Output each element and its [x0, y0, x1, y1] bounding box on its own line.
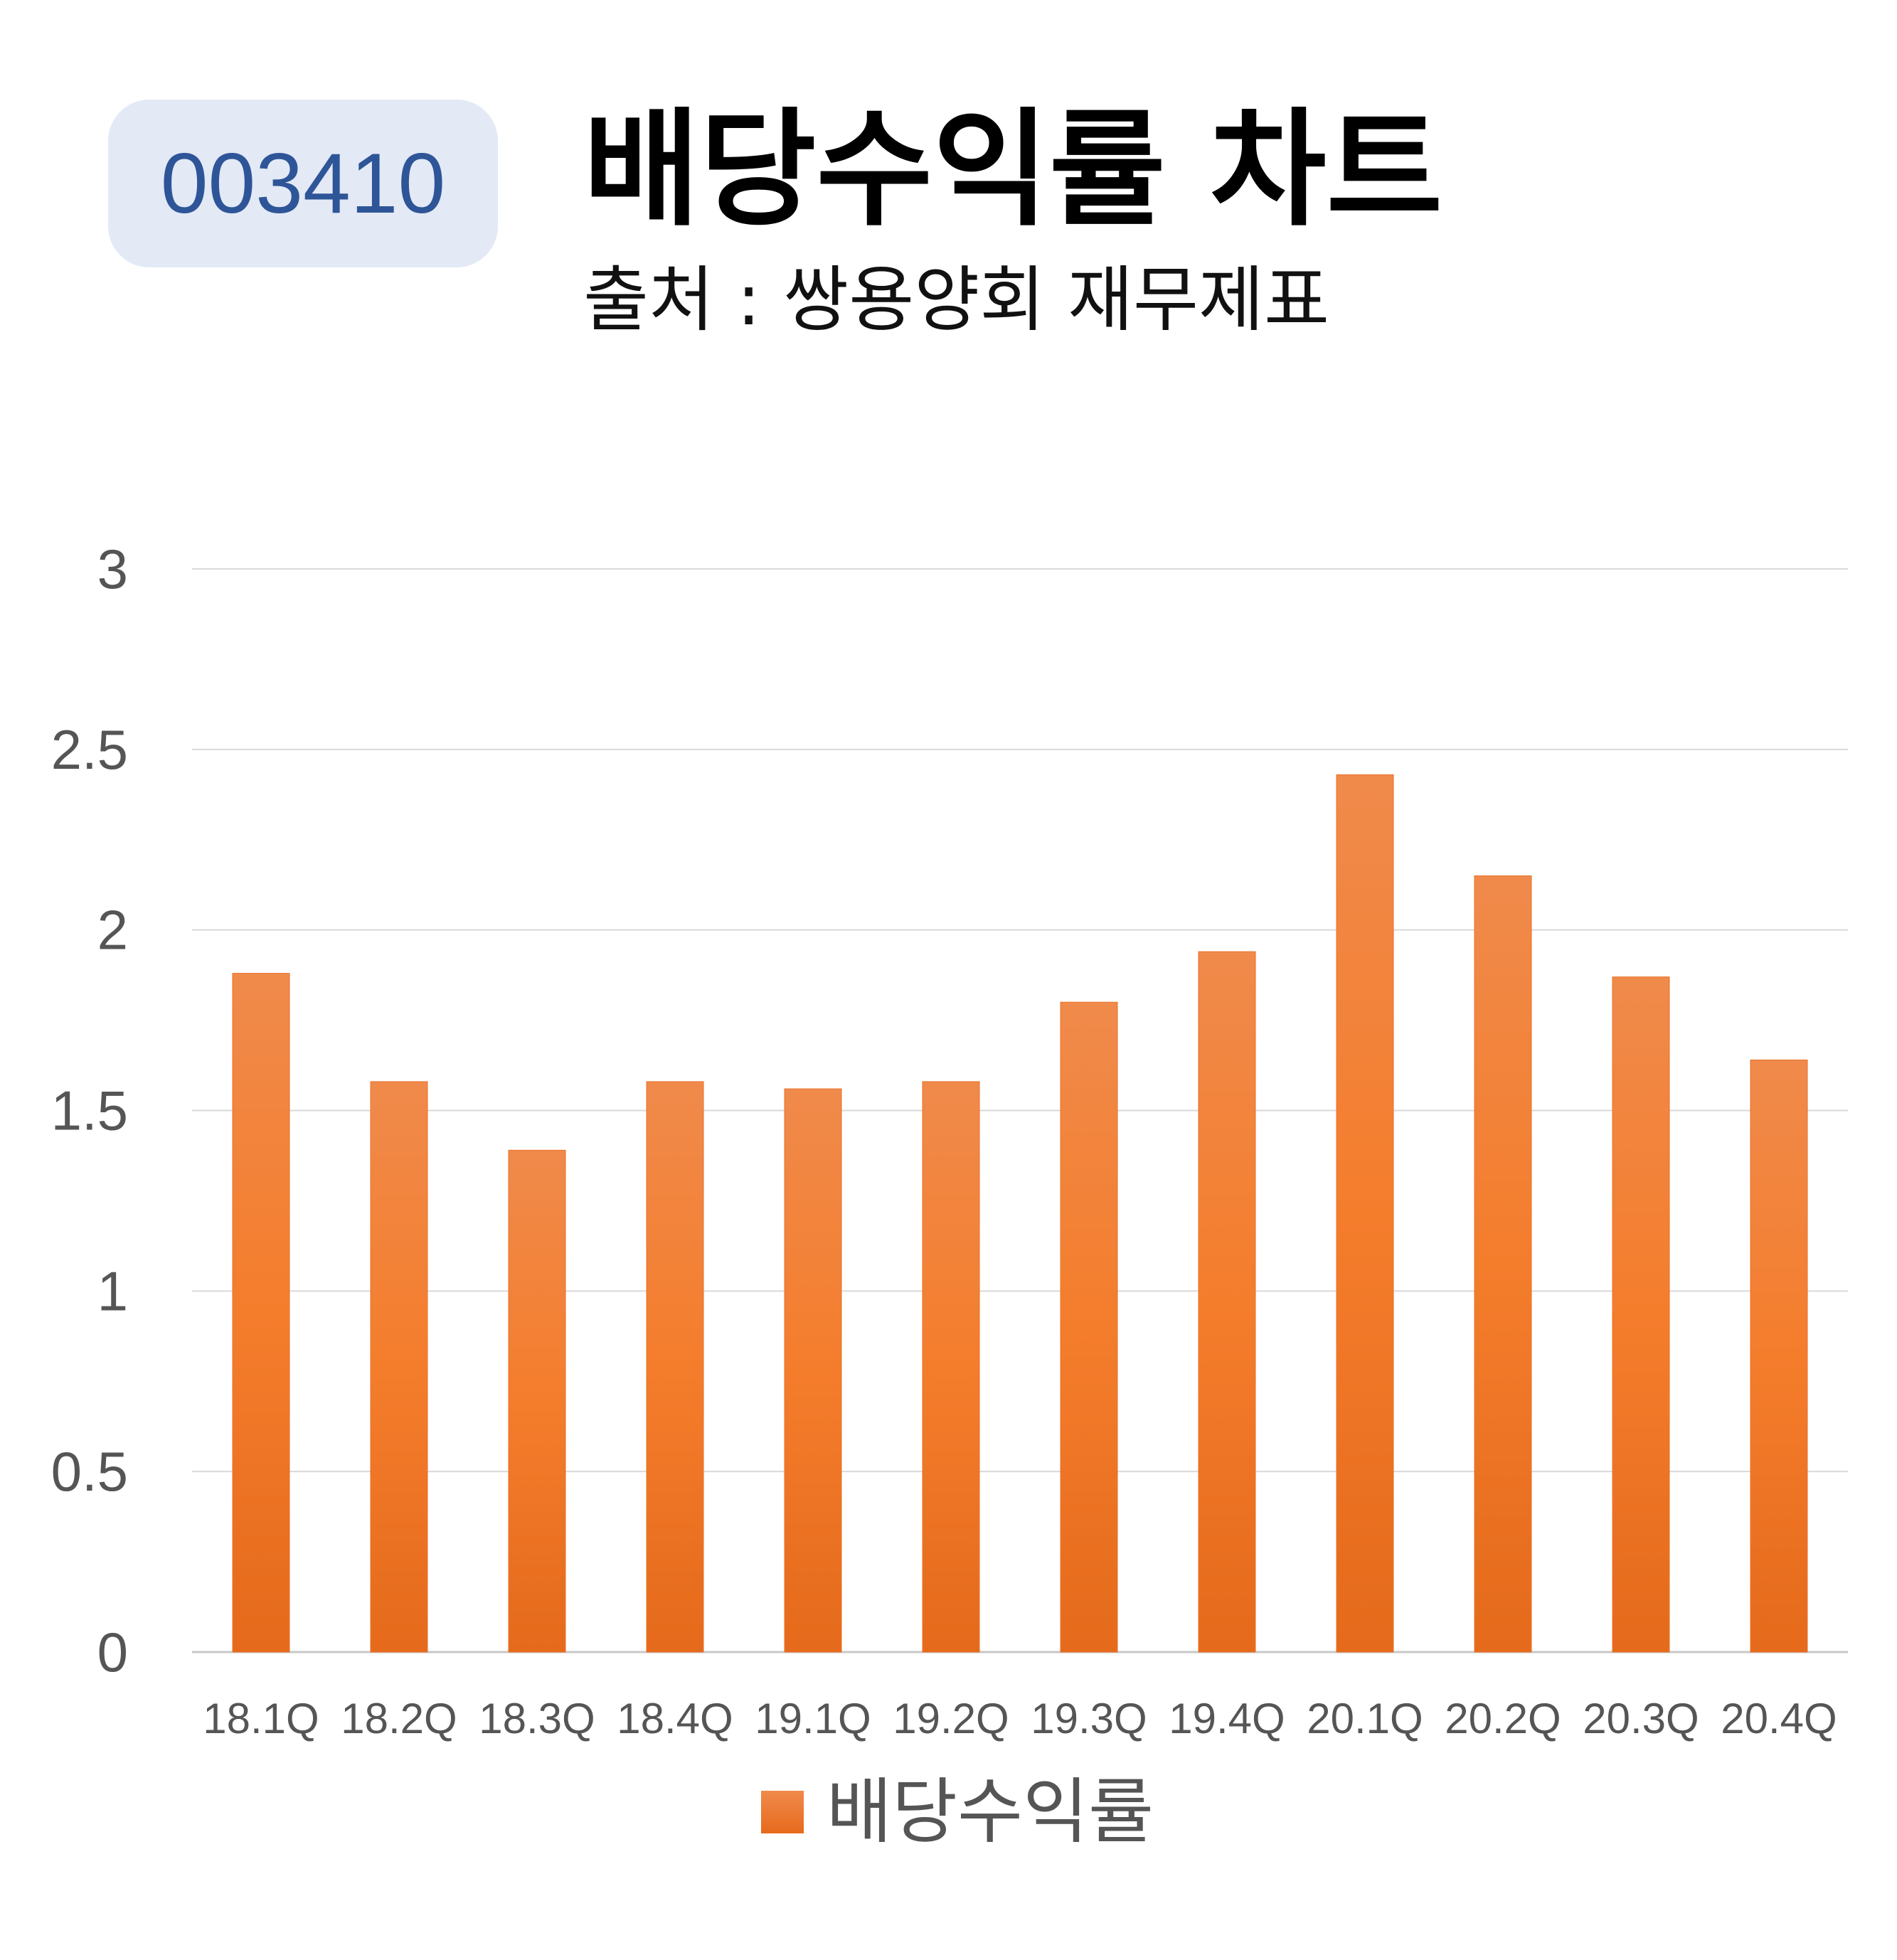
bar-19.3Q	[1060, 1001, 1118, 1653]
bar-19.4Q	[1198, 951, 1256, 1653]
x-axis: 18.1Q 18.2Q 18.3Q 18.4Q 19.1Q 19.2Q 19.3Q 19.4Q…	[203, 1695, 1837, 1742]
y-tick-label: 2	[97, 899, 128, 962]
bar-20.1Q	[1336, 774, 1394, 1653]
y-tick-label: 0.5	[51, 1440, 128, 1503]
bar-20.3Q	[1612, 976, 1670, 1653]
x-tick-label: 20.2Q	[1445, 1695, 1561, 1742]
bar-20.4Q	[1750, 1059, 1808, 1653]
x-tick-label: 19.3Q	[1031, 1695, 1147, 1742]
x-tick-label: 20.1Q	[1307, 1695, 1423, 1742]
legend-swatch	[761, 1791, 804, 1833]
y-axis: 0 0.5 1 1.5 2 2.5 3	[51, 538, 128, 1683]
chart-title: 배당수익률 차트	[583, 96, 1443, 243]
bar-19.1Q	[784, 1088, 842, 1653]
x-tick-label: 19.1Q	[755, 1695, 871, 1742]
y-tick-label: 0	[97, 1621, 128, 1683]
y-tick-label: 1.5	[51, 1080, 128, 1142]
bar-18.4Q	[646, 1081, 704, 1653]
x-tick-label: 18.2Q	[341, 1695, 457, 1742]
bar-18.3Q	[508, 1149, 566, 1653]
stock-code: 003410	[160, 136, 446, 231]
x-tick-label: 20.4Q	[1721, 1695, 1837, 1742]
stock-code-badge: 003410	[108, 100, 498, 267]
legend-label: 배당수익률	[827, 1770, 1154, 1853]
bars	[232, 774, 1808, 1653]
x-tick-label: 20.3Q	[1583, 1695, 1699, 1742]
bar-19.2Q	[922, 1081, 980, 1653]
bar-18.2Q	[370, 1081, 428, 1653]
x-tick-label: 18.4Q	[617, 1695, 733, 1742]
legend: 배당수익률	[761, 1777, 1154, 1848]
gridlines	[192, 568, 1848, 1653]
x-tick-label: 18.1Q	[203, 1695, 319, 1742]
y-tick-label: 2.5	[51, 718, 128, 781]
x-tick-label: 18.3Q	[479, 1695, 595, 1742]
x-tick-label: 19.2Q	[893, 1695, 1009, 1742]
x-tick-label: 19.4Q	[1169, 1695, 1285, 1742]
y-tick-label: 1	[97, 1259, 128, 1322]
bar-18.1Q	[232, 973, 290, 1653]
y-tick-label: 3	[97, 538, 128, 600]
bar-20.2Q	[1474, 875, 1532, 1653]
chart-subtitle: 출처 : 쌍용양회 재무제표	[583, 258, 1330, 341]
